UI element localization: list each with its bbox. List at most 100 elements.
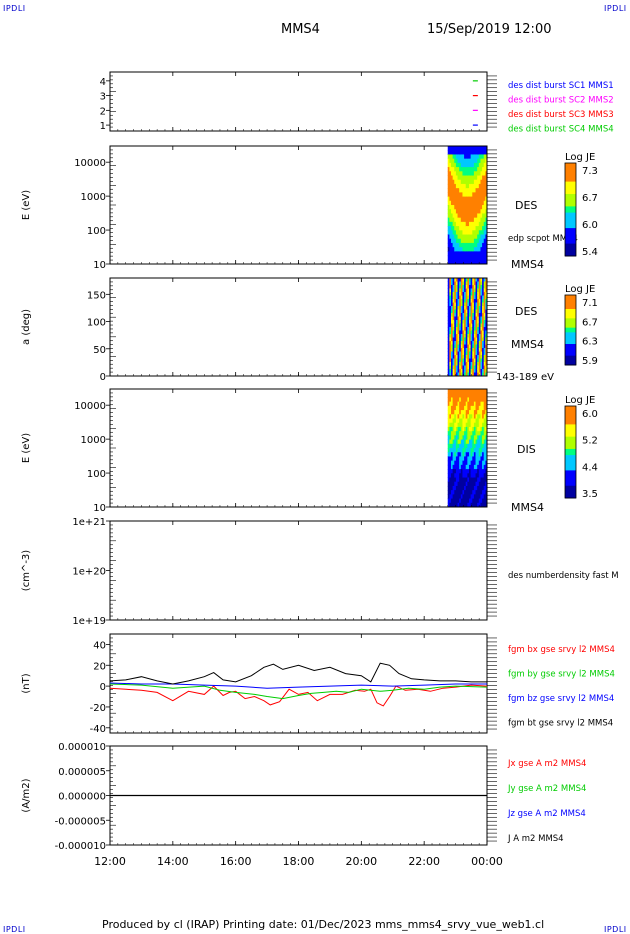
colorbar-swatch [565,215,576,220]
heatmap-cell [451,162,454,168]
heatmap-cell [457,299,460,303]
heatmap-cell [449,146,452,151]
heatmap-cell [455,299,459,303]
heatmap-cell [478,209,481,214]
heatmap-cell [478,369,481,373]
heatmap-cell [483,171,486,176]
heatmap-cell [449,238,452,244]
heatmap-cell [477,369,480,373]
heatmap-cell [485,175,488,181]
heatmap-cell [464,230,467,235]
y-tick-label: 1000 [81,435,106,446]
heatmap-cell [460,209,463,214]
heatmap-cell [472,431,475,436]
heatmap-cell [447,292,450,296]
colorbar-tick-label: 5.2 [582,436,598,447]
heatmap-cell [469,183,472,189]
heatmap-cell [483,431,486,436]
heatmap-cell [460,230,463,235]
heatmap-cell [470,278,473,282]
heatmap-cell [478,464,481,470]
heatmap-cell [473,422,477,428]
heatmap-cell [464,238,467,244]
heatmap-cell [485,435,488,441]
heatmap-cell [472,200,475,206]
heatmap-cell [470,306,473,310]
heatmap-cell [447,234,450,240]
heatmap-cell [485,473,488,478]
heatmap-cell [451,209,454,214]
heatmap-cell [472,205,475,210]
heatmap-cell [477,288,480,293]
heatmap-cell [452,348,455,352]
heatmap-cell [454,299,457,303]
heatmap-cell [469,397,472,403]
heatmap-cell [447,401,450,407]
heatmap-cell [452,405,455,411]
heatmap-cell [451,330,454,335]
heatmap-cell [451,196,454,202]
heatmap-cell [462,295,465,300]
heatmap-cell [467,316,470,321]
heatmap-cell [467,175,470,181]
heatmap-cell [482,469,485,474]
heatmap-cell [455,469,459,474]
heatmap-cell [451,372,454,377]
heatmap-cell [465,183,468,189]
heatmap-cell [467,259,470,265]
heatmap-cell [467,226,470,231]
heatmap-cell [457,188,460,193]
heatmap-cell [459,230,462,235]
heatmap-cell [469,414,472,419]
heatmap-cell [485,344,488,349]
colorbar-tick-label: 7.1 [582,298,598,309]
heatmap-cell [457,477,460,483]
heatmap-cell [473,477,477,483]
heatmap-cell [460,221,463,227]
heatmap-cell [464,313,467,317]
heatmap-cell [467,313,470,317]
heatmap-cell [447,259,450,265]
heatmap-cell [449,401,452,407]
heatmap-cell [449,213,452,219]
heatmap-cell [457,323,460,328]
heatmap-cell [454,327,457,331]
heatmap-cell [467,292,470,296]
heatmap-cell [451,426,454,432]
heatmap-cell [482,255,485,261]
heatmap-cell [455,278,459,282]
heatmap-cell [482,435,485,441]
heatmap-cell [449,341,452,345]
heatmap-cell [485,230,488,235]
heatmap-cell [464,292,467,296]
heatmap-cell [455,334,459,338]
heatmap-cell [485,192,488,198]
heatmap-cell [469,327,472,331]
heatmap-cell [459,337,462,342]
heatmap-cell [467,355,470,359]
heatmap-cell [462,358,465,363]
heatmap-cell [464,295,467,300]
heatmap-cell [457,281,460,286]
heatmap-cell [447,200,450,206]
heatmap-cell [452,452,455,457]
heatmap-cell [454,234,457,240]
heatmap-cell [478,341,481,345]
heatmap-cell [465,389,468,394]
y-tick-label: 1e+20 [72,567,106,578]
heatmap-cell [475,309,478,314]
heatmap-cell [457,351,460,356]
heatmap-cell [452,221,455,227]
heatmap-cell [472,251,475,257]
colorbar-swatch [565,358,576,361]
heatmap-cell [472,247,475,252]
heatmap-cell [485,410,488,415]
heatmap-cell [454,369,457,373]
heatmap-cell [459,213,462,219]
heatmap-cell [449,369,452,373]
colorbar-swatch [565,166,576,170]
heatmap-cell [451,288,454,293]
heatmap-cell [457,443,460,449]
heatmap-cell [475,426,478,432]
heatmap-cell [462,175,465,181]
